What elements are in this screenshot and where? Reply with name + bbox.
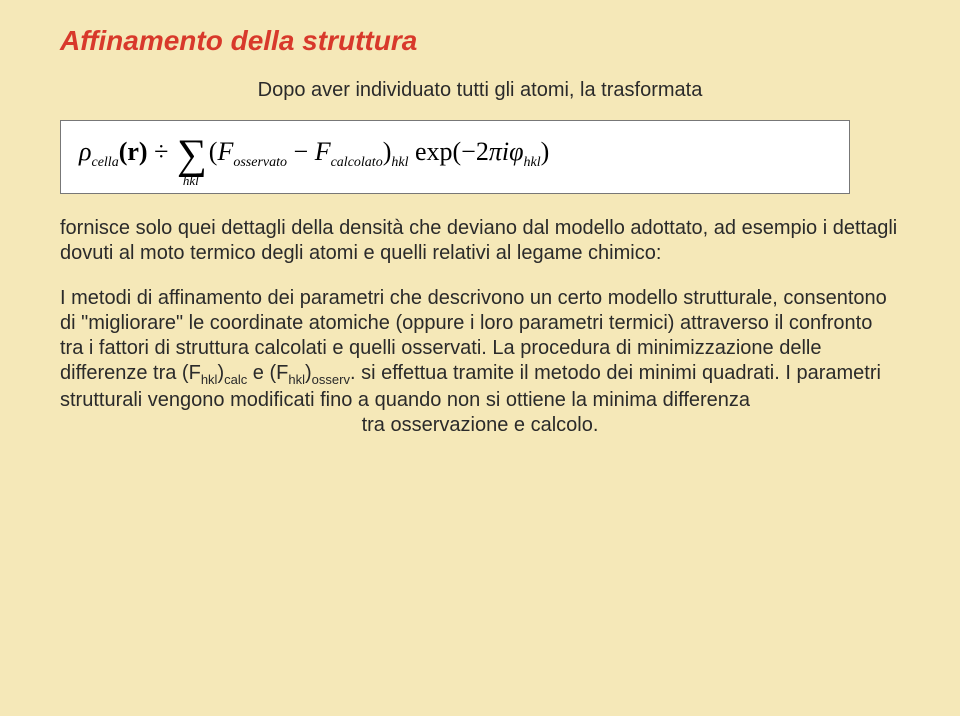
- p3-sub3: hkl: [288, 372, 305, 387]
- paragraph-2: fornisce solo quei dettagli della densit…: [60, 216, 900, 266]
- p3-tail: tra osservazione e calcolo.: [60, 413, 900, 438]
- page-title: Affinamento della struttura: [60, 25, 900, 57]
- paragraph-3: I metodi di affinamento dei parametri ch…: [60, 286, 900, 438]
- p3-d: ): [305, 362, 312, 384]
- phi-symbol: φ: [509, 137, 523, 166]
- p3-sub1: hkl: [201, 372, 218, 387]
- p3-c: e (F: [247, 362, 288, 384]
- slide-page: Affinamento della struttura Dopo aver in…: [0, 0, 960, 716]
- f-observed: F: [217, 137, 233, 166]
- formula-box: ρcella(r) ÷ ∑hkl(Fosservato − Fcalcolato…: [60, 120, 850, 194]
- rho-sub: cella: [91, 155, 118, 170]
- lhs-arg: (r) ÷: [119, 137, 175, 166]
- rho-symbol: ρ: [79, 137, 91, 166]
- p3-sub4: osserv: [312, 372, 350, 387]
- sigma-sub: hkl: [183, 173, 199, 189]
- exp-part: exp(−2πi: [408, 137, 509, 166]
- outer-sub: hkl: [391, 155, 408, 170]
- minus: −: [287, 137, 315, 166]
- phi-sub: hkl: [524, 155, 541, 170]
- sigma-symbol: ∑hkl: [177, 131, 207, 179]
- intro-text: Dopo aver individuato tutti gli atomi, l…: [60, 79, 900, 102]
- f-calculated: F: [315, 137, 331, 166]
- f-observed-sub: osservato: [233, 155, 287, 170]
- exp-close: ): [541, 137, 550, 166]
- f-calculated-sub: calcolato: [331, 155, 383, 170]
- p3-sub2: calc: [224, 372, 247, 387]
